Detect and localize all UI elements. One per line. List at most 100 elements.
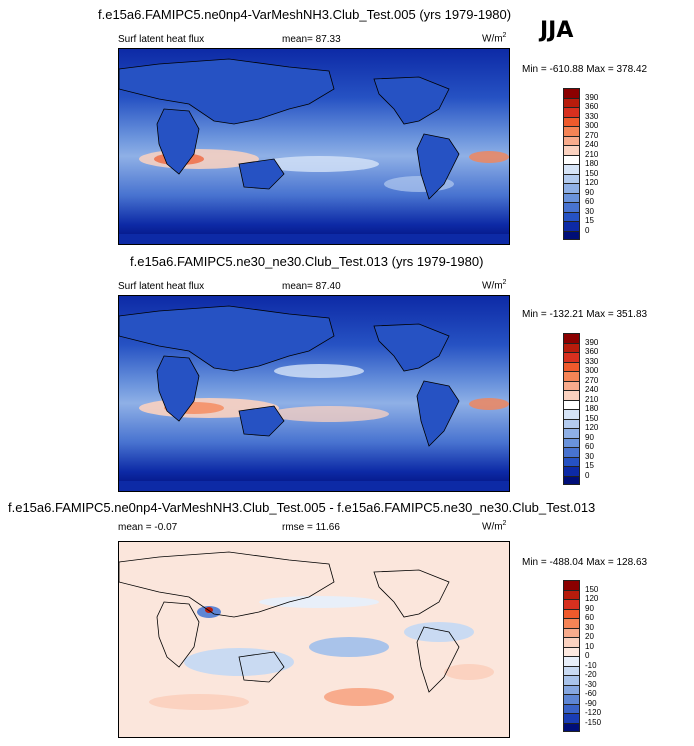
colorbar-tick-label: 300 xyxy=(585,121,599,130)
colorbar-tick-label: 90 xyxy=(585,432,594,442)
colorbar-tick-label: 330 xyxy=(585,356,599,366)
colorbar-tick-label: 390 xyxy=(585,92,599,102)
colorbar-tick-label: 360 xyxy=(585,102,599,111)
colorbar-swatch xyxy=(563,589,580,599)
colorbar-tick-label: 150 xyxy=(585,584,599,594)
colorbar-swatch xyxy=(563,418,580,428)
colorbar-tick-label: 120 xyxy=(585,423,599,432)
panel-2-title: f.e15a6.FAMIPC5.ne30_ne30.Club_Test.013 … xyxy=(130,254,484,269)
colorbar-swatch xyxy=(563,183,580,193)
colorbar-swatch xyxy=(563,599,580,609)
colorbar-tick-label: -20 xyxy=(585,670,597,679)
colorbar-swatch xyxy=(563,126,580,136)
colorbar-tick-label: 0 xyxy=(585,225,590,235)
colorbar-tick-label: 150 xyxy=(585,413,599,423)
panel-2-variable-label: Surf latent heat flux xyxy=(118,281,205,292)
colorbar-swatch xyxy=(563,88,580,98)
colorbar-tick-label: 90 xyxy=(585,603,594,613)
panel-1-variable-label: Surf latent heat flux xyxy=(118,34,205,45)
panel-3-title: f.e15a6.FAMIPC5.ne0np4-VarMeshNH3.Club_T… xyxy=(8,500,596,515)
colorbar-swatch xyxy=(563,713,580,723)
panel-3-minmax: Min = -488.04 Max = 128.63 xyxy=(522,557,648,568)
colorbar-swatch xyxy=(563,694,580,704)
colorbar-swatch xyxy=(563,675,580,685)
colorbar-swatch xyxy=(563,684,580,694)
colorbar-tick-label: 30 xyxy=(585,206,594,216)
colorbar-tick-label: 210 xyxy=(585,394,599,404)
colorbar-tick-label: 180 xyxy=(585,404,599,413)
colorbar-tick-label: 120 xyxy=(585,178,599,187)
colorbar-tick-label: 30 xyxy=(585,451,594,461)
colorbar-tick-label: 180 xyxy=(585,159,599,168)
colorbar-swatch xyxy=(563,342,580,352)
panel-2-map-svg xyxy=(118,296,509,491)
colorbar-tick-label: -90 xyxy=(585,698,597,708)
panel-3-units: W/m2 xyxy=(482,520,507,533)
colorbar-tick-label: -30 xyxy=(585,679,597,689)
colorbar-tick-label: 60 xyxy=(585,197,594,206)
colorbar-tick-label: 0 xyxy=(585,470,590,480)
colorbar-tick-label: 270 xyxy=(585,375,599,385)
colorbar-tick-label: 240 xyxy=(585,385,599,394)
colorbar-swatch xyxy=(563,333,580,343)
panel-3-map xyxy=(118,541,510,738)
colorbar-swatch xyxy=(563,230,580,240)
colorbar-swatch xyxy=(563,202,580,212)
colorbar-swatch xyxy=(563,221,580,231)
colorbar-swatch xyxy=(563,154,580,164)
panel-2-map xyxy=(118,295,510,492)
colorbar-swatch xyxy=(563,447,580,457)
colorbar-swatch xyxy=(563,437,580,447)
colorbar-swatch xyxy=(563,608,580,618)
colorbar-swatch xyxy=(563,145,580,155)
colorbar-tick-label: 30 xyxy=(585,622,594,632)
panel-3-mean-label: mean = -0.07 xyxy=(118,522,178,533)
colorbar-swatch xyxy=(563,211,580,221)
colorbar-swatch xyxy=(563,656,580,666)
colorbar-tick-label: 210 xyxy=(585,149,599,159)
colorbar-swatch xyxy=(563,722,580,732)
panel-1-map xyxy=(118,48,510,245)
colorbar-swatch xyxy=(563,646,580,656)
colorbar-tick-label: 20 xyxy=(585,632,594,641)
colorbar-swatch xyxy=(563,173,580,183)
colorbar-tick-label: -120 xyxy=(585,708,602,717)
colorbar-swatch xyxy=(563,456,580,466)
colorbar-swatch xyxy=(563,380,580,390)
colorbar-tick-label: -60 xyxy=(585,689,597,698)
panel-1-units: W/m2 xyxy=(482,32,507,45)
colorbar-swatch xyxy=(563,192,580,202)
colorbar-tick-label: 330 xyxy=(585,111,599,121)
panel-1-mean-label: mean= 87.33 xyxy=(282,34,341,45)
colorbar-swatch xyxy=(563,627,580,637)
colorbar-swatch xyxy=(563,665,580,675)
season-label: JJA xyxy=(540,18,574,43)
colorbar-tick-label: -150 xyxy=(585,717,602,727)
colorbar-tick-label: 300 xyxy=(585,366,599,375)
colorbar-tick-label: 15 xyxy=(585,461,594,470)
colorbar-tick-label: 15 xyxy=(585,216,594,225)
colorbar-tick-label: 120 xyxy=(585,594,599,603)
colorbar-tick-label: 240 xyxy=(585,140,599,149)
colorbar-tick-label: 60 xyxy=(585,613,594,622)
colorbar-swatch xyxy=(563,399,580,409)
colorbar-swatch xyxy=(563,618,580,628)
colorbar-swatch xyxy=(563,116,580,126)
panel-1-map-svg xyxy=(118,49,509,244)
panel-2-minmax: Min = -132.21 Max = 351.83 xyxy=(522,309,648,320)
colorbar-swatch xyxy=(563,466,580,476)
colorbar-swatch xyxy=(563,428,580,438)
colorbar-tick-label: 270 xyxy=(585,130,599,140)
panel-2-units: W/m2 xyxy=(482,279,507,292)
colorbar-tick-label: 60 xyxy=(585,442,594,451)
colorbar-tick-label: -10 xyxy=(585,660,597,670)
colorbar-swatch xyxy=(563,580,580,590)
colorbar-swatch xyxy=(563,107,580,117)
colorbar-swatch xyxy=(563,637,580,647)
colorbar-swatch xyxy=(563,371,580,381)
colorbar-tick-label: 360 xyxy=(585,347,599,356)
colorbar-swatch xyxy=(563,475,580,485)
colorbar-swatch xyxy=(563,97,580,107)
colorbar-tick-label: 0 xyxy=(585,651,590,660)
panel-3-rmse-label: rmse = 11.66 xyxy=(282,522,340,533)
